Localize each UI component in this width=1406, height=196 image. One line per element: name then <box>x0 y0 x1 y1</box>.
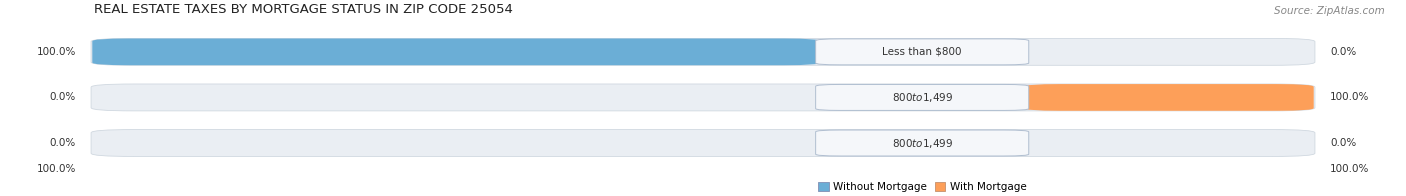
Text: 100.0%: 100.0% <box>37 164 76 174</box>
Text: Less than $800: Less than $800 <box>883 47 962 57</box>
Text: 100.0%: 100.0% <box>1330 93 1369 103</box>
FancyBboxPatch shape <box>815 39 1029 65</box>
FancyBboxPatch shape <box>815 84 1029 110</box>
Text: $800 to $1,499: $800 to $1,499 <box>891 91 953 104</box>
FancyBboxPatch shape <box>91 130 1315 156</box>
Text: 0.0%: 0.0% <box>49 93 76 103</box>
Text: 100.0%: 100.0% <box>37 47 76 57</box>
Text: 0.0%: 0.0% <box>1330 138 1357 148</box>
Text: $800 to $1,499: $800 to $1,499 <box>891 136 953 150</box>
Text: REAL ESTATE TAXES BY MORTGAGE STATUS IN ZIP CODE 25054: REAL ESTATE TAXES BY MORTGAGE STATUS IN … <box>94 3 513 16</box>
FancyBboxPatch shape <box>1024 84 1313 111</box>
Text: Source: ZipAtlas.com: Source: ZipAtlas.com <box>1274 6 1385 16</box>
Text: 0.0%: 0.0% <box>49 138 76 148</box>
Legend: Without Mortgage, With Mortgage: Without Mortgage, With Mortgage <box>814 178 1031 196</box>
Text: 100.0%: 100.0% <box>1330 164 1369 174</box>
FancyBboxPatch shape <box>91 84 1315 111</box>
Text: 0.0%: 0.0% <box>1330 47 1357 57</box>
FancyBboxPatch shape <box>93 38 821 65</box>
FancyBboxPatch shape <box>815 130 1029 156</box>
FancyBboxPatch shape <box>91 38 1315 65</box>
